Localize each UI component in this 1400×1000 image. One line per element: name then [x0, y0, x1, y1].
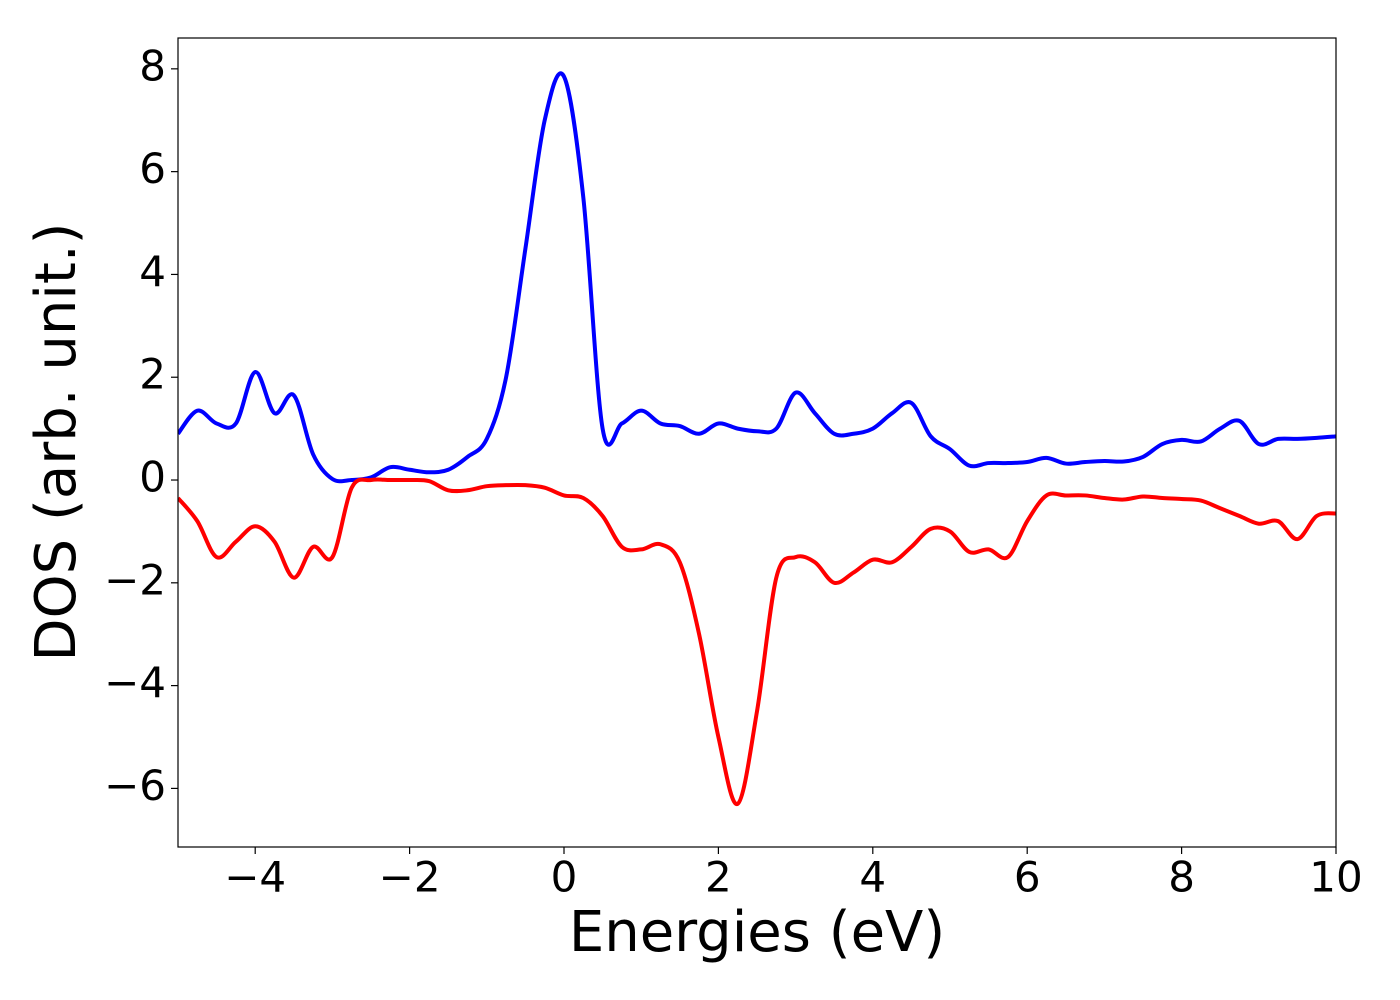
x-tick-label: −4 [224, 853, 286, 902]
plot-frame [177, 37, 1337, 848]
x-tick-label: −2 [379, 853, 441, 902]
x-tick-label: 10 [1309, 853, 1362, 902]
x-tick-label: 6 [1014, 853, 1041, 902]
y-tick-label: −4 [104, 658, 166, 707]
x-tick-label: 4 [859, 853, 886, 902]
y-tick-label: −6 [104, 761, 166, 810]
x-tick-label: 2 [705, 853, 732, 902]
x-tick-label: 0 [551, 853, 578, 902]
y-axis-label: DOS (arb. unit.) [24, 222, 89, 661]
y-tick-label: 2 [139, 350, 166, 399]
y-tick-label: 8 [139, 41, 166, 90]
y-tick-label: 0 [139, 453, 166, 502]
line-series [178, 477, 1336, 806]
line-series [178, 71, 1336, 484]
y-tick-label: −2 [104, 555, 166, 604]
y-tick-label: 4 [139, 247, 166, 296]
x-tick-label: 8 [1168, 853, 1195, 902]
x-axis-label: Energies (eV) [569, 900, 945, 965]
y-tick-label: 6 [139, 144, 166, 193]
